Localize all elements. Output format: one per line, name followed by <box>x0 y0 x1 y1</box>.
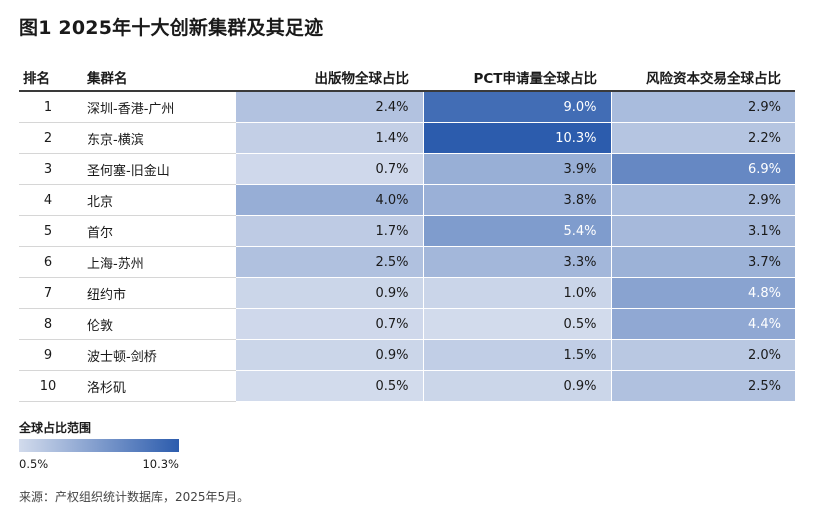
heat-cell-pct: 10.3% <box>422 122 611 154</box>
cluster-name-cell: 圣何塞-旧金山 <box>77 153 235 185</box>
rank-cell: 10 <box>19 370 77 402</box>
heat-cell-venture-capital: 2.0% <box>610 339 795 371</box>
table-row: 8 伦敦 0.7% 0.5% 4.4% <box>19 308 795 340</box>
rank-cell: 8 <box>19 308 77 340</box>
source-note: 来源：产权组织统计数据库，2025年5月。 <box>19 490 250 504</box>
heat-cell-publications: 2.5% <box>234 246 423 278</box>
rank-cell: 9 <box>19 339 77 371</box>
heat-cell-venture-capital: 2.2% <box>610 122 795 154</box>
heat-cell-venture-capital: 2.9% <box>610 91 795 123</box>
rank-cell: 6 <box>19 246 77 278</box>
table-row: 3 圣何塞-旧金山 0.7% 3.9% 6.9% <box>19 153 795 185</box>
heat-cell-publications: 2.4% <box>234 91 423 123</box>
chart-title: 图1 2025年十大创新集群及其足迹 <box>19 17 324 39</box>
header-pct: PCT申请量全球占比 <box>423 64 611 92</box>
heat-cell-venture-capital: 4.8% <box>610 277 795 309</box>
rank-cell: 2 <box>19 122 77 154</box>
heat-cell-pct: 3.8% <box>422 184 611 216</box>
header-cluster-name: 集群名 <box>77 64 235 92</box>
cluster-name-cell: 伦敦 <box>77 308 235 340</box>
heat-cell-venture-capital: 3.7% <box>610 246 795 278</box>
cluster-name-cell: 东京-横滨 <box>77 122 235 154</box>
heatmap-table: 排名 集群名 出版物全球占比 PCT申请量全球占比 风险资本交易全球占比 1 深圳… <box>19 64 795 402</box>
table-row: 1 深圳-香港-广州 2.4% 9.0% 2.9% <box>19 91 795 123</box>
legend-max-label: 10.3% <box>142 457 179 471</box>
cluster-name-cell: 首尔 <box>77 215 235 247</box>
heat-cell-publications: 1.4% <box>234 122 423 154</box>
table-row: 10 洛杉矶 0.5% 0.9% 2.5% <box>19 370 795 402</box>
rank-cell: 4 <box>19 184 77 216</box>
heat-cell-publications: 0.7% <box>234 308 423 340</box>
heatmap-body: 1 深圳-香港-广州 2.4% 9.0% 2.9% 2 东京-横滨 1.4% 10.3% 2.2%… <box>19 91 795 402</box>
heat-cell-publications: 0.5% <box>234 370 423 402</box>
rank-cell: 3 <box>19 153 77 185</box>
heat-cell-publications: 0.9% <box>234 339 423 371</box>
cluster-name-cell: 洛杉矶 <box>77 370 235 402</box>
heat-cell-pct: 5.4% <box>422 215 611 247</box>
rank-cell: 1 <box>19 91 77 123</box>
legend-gradient-bar <box>19 439 179 452</box>
header-rank: 排名 <box>19 64 77 92</box>
header-row: 排名 集群名 出版物全球占比 PCT申请量全球占比 风险资本交易全球占比 <box>19 64 795 92</box>
legend-title: 全球占比范围 <box>19 421 92 435</box>
heat-cell-venture-capital: 4.4% <box>610 308 795 340</box>
heat-cell-venture-capital: 3.1% <box>610 215 795 247</box>
cluster-name-cell: 纽约市 <box>77 277 235 309</box>
heat-cell-publications: 4.0% <box>234 184 423 216</box>
table-row: 7 纽约市 0.9% 1.0% 4.8% <box>19 277 795 309</box>
rank-cell: 7 <box>19 277 77 309</box>
heat-cell-pct: 3.9% <box>422 153 611 185</box>
header-publications: 出版物全球占比 <box>235 64 423 92</box>
legend-min-label: 0.5% <box>19 457 49 471</box>
table-row: 5 首尔 1.7% 5.4% 3.1% <box>19 215 795 247</box>
cluster-name-cell: 深圳-香港-广州 <box>77 91 235 123</box>
heat-cell-publications: 0.7% <box>234 153 423 185</box>
heat-cell-publications: 0.9% <box>234 277 423 309</box>
cluster-name-cell: 波士顿-剑桥 <box>77 339 235 371</box>
heat-cell-pct: 9.0% <box>422 91 611 123</box>
table-row: 9 波士顿-剑桥 0.9% 1.5% 2.0% <box>19 339 795 371</box>
heat-cell-pct: 3.3% <box>422 246 611 278</box>
table-row: 6 上海-苏州 2.5% 3.3% 3.7% <box>19 246 795 278</box>
heat-cell-pct: 1.0% <box>422 277 611 309</box>
table-row: 4 北京 4.0% 3.8% 2.9% <box>19 184 795 216</box>
table-row: 2 东京-横滨 1.4% 10.3% 2.2% <box>19 122 795 154</box>
heat-cell-venture-capital: 2.9% <box>610 184 795 216</box>
cluster-name-cell: 北京 <box>77 184 235 216</box>
rank-cell: 5 <box>19 215 77 247</box>
heat-cell-publications: 1.7% <box>234 215 423 247</box>
cluster-name-cell: 上海-苏州 <box>77 246 235 278</box>
heat-cell-venture-capital: 2.5% <box>610 370 795 402</box>
header-venture-capital: 风险资本交易全球占比 <box>611 64 795 92</box>
heat-cell-pct: 0.5% <box>422 308 611 340</box>
heat-cell-pct: 1.5% <box>422 339 611 371</box>
heat-cell-pct: 0.9% <box>422 370 611 402</box>
heat-cell-venture-capital: 6.9% <box>610 153 795 185</box>
